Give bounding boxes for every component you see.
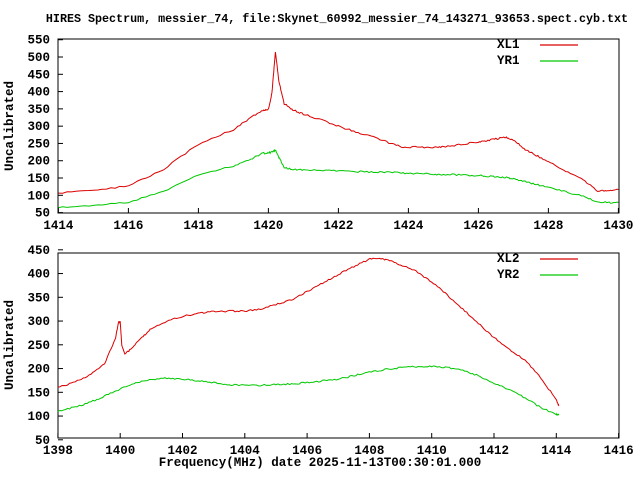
svg-text:1400: 1400 <box>105 444 135 458</box>
svg-text:XL1: XL1 <box>497 38 520 52</box>
svg-text:300: 300 <box>27 120 50 134</box>
svg-text:1424: 1424 <box>393 219 424 233</box>
svg-text:1412: 1412 <box>479 444 509 458</box>
svg-text:1418: 1418 <box>183 219 213 233</box>
svg-text:500: 500 <box>27 51 50 65</box>
svg-text:100: 100 <box>27 189 50 203</box>
svg-text:400: 400 <box>27 268 50 282</box>
svg-text:HIRES Spectrum, messier_74, fi: HIRES Spectrum, messier_74, file:Skynet_… <box>46 12 628 26</box>
svg-text:450: 450 <box>27 68 50 82</box>
svg-text:1428: 1428 <box>533 219 563 233</box>
svg-text:300: 300 <box>27 315 50 329</box>
svg-text:350: 350 <box>27 103 50 117</box>
svg-text:Uncalibrated: Uncalibrated <box>3 81 17 171</box>
svg-text:200: 200 <box>27 363 50 377</box>
svg-text:1430: 1430 <box>603 219 633 233</box>
svg-text:1414: 1414 <box>541 444 572 458</box>
svg-text:550: 550 <box>27 34 50 48</box>
svg-text:150: 150 <box>27 386 50 400</box>
svg-text:1398: 1398 <box>43 444 73 458</box>
svg-text:200: 200 <box>27 155 50 169</box>
svg-text:XL2: XL2 <box>497 252 520 266</box>
svg-text:1416: 1416 <box>113 219 143 233</box>
svg-text:YR2: YR2 <box>497 268 520 282</box>
svg-text:450: 450 <box>27 244 50 258</box>
svg-text:250: 250 <box>27 137 50 151</box>
svg-text:350: 350 <box>27 291 50 305</box>
svg-text:1426: 1426 <box>463 219 493 233</box>
svg-text:250: 250 <box>27 339 50 353</box>
svg-text:150: 150 <box>27 172 50 186</box>
svg-text:100: 100 <box>27 410 50 424</box>
svg-text:1416: 1416 <box>604 444 634 458</box>
svg-text:1420: 1420 <box>253 219 283 233</box>
svg-text:1414: 1414 <box>43 219 74 233</box>
svg-text:Frequency(MHz) date 2025-11-13: Frequency(MHz) date 2025-11-13T00:30:01.… <box>159 456 482 470</box>
svg-text:1422: 1422 <box>323 219 353 233</box>
svg-text:YR1: YR1 <box>497 54 520 68</box>
svg-text:400: 400 <box>27 86 50 100</box>
svg-text:Uncalibrated: Uncalibrated <box>3 300 17 390</box>
